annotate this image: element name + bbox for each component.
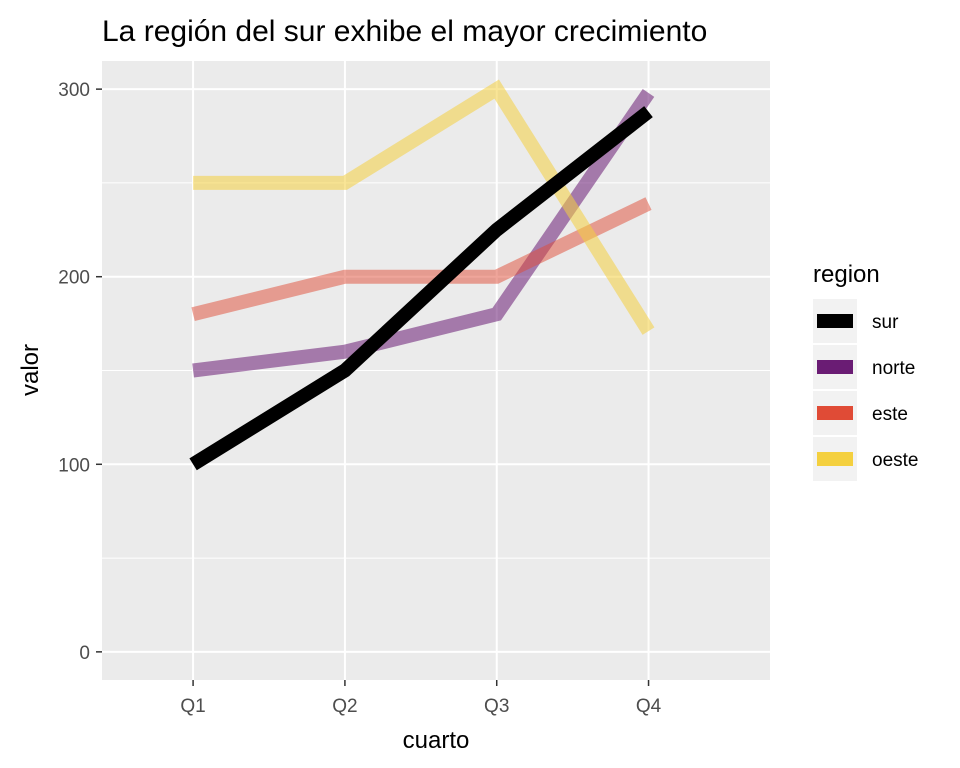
series-line-oeste	[193, 79, 655, 335]
chart-title: La región del sur exhibe el mayor crecim…	[102, 15, 707, 48]
legend-label-norte: norte	[872, 358, 915, 379]
y-tick-label: 100	[58, 455, 90, 476]
legend-title: region	[813, 261, 880, 288]
y-axis-title: valor	[17, 344, 44, 396]
series-line-este	[191, 197, 652, 321]
y-tick-label: 0	[79, 643, 90, 664]
x-axis-title: cuarto	[403, 727, 470, 754]
y-axis-ticks: 0 100 200 300	[58, 80, 102, 664]
x-tick-label: Q3	[484, 696, 509, 717]
y-tick-label: 200	[58, 268, 90, 289]
series-line-sur	[189, 106, 653, 471]
x-tick-label: Q4	[636, 696, 662, 717]
legend-label-este: este	[872, 404, 908, 425]
legend-label-oeste: oeste	[872, 450, 918, 471]
legend: region sur norte este oeste	[813, 261, 918, 481]
legend-label-sur: sur	[872, 312, 899, 333]
series-lines	[189, 79, 655, 471]
x-axis-ticks: Q1 Q2 Q3 Q4	[180, 680, 662, 717]
x-tick-label: Q2	[332, 696, 357, 717]
x-tick-label: Q1	[180, 696, 205, 717]
y-tick-label: 300	[58, 80, 90, 101]
